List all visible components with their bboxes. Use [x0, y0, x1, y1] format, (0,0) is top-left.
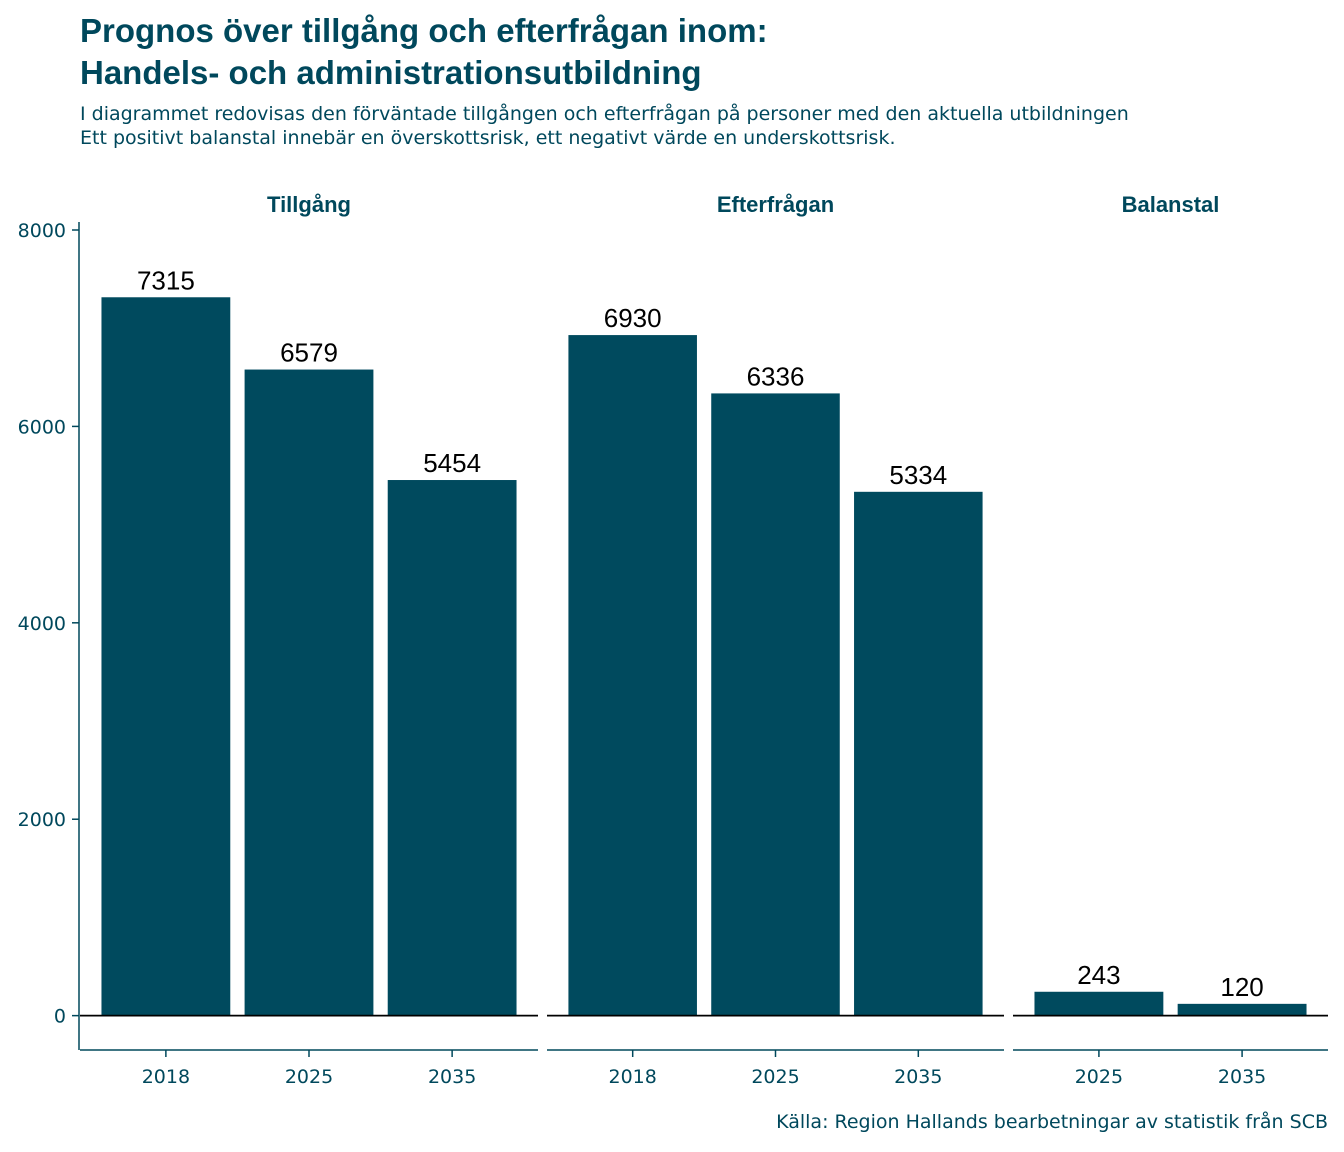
x-tick-label: 2025	[285, 1066, 333, 1088]
x-tick-label: 2018	[609, 1066, 657, 1088]
y-axis: 0 2000 4000 6000 8000	[18, 220, 80, 1050]
y-tick-label: 4000	[18, 613, 66, 635]
x-tick-label: 2025	[1075, 1066, 1123, 1088]
bar	[711, 393, 840, 1016]
chart-title: Prognos över tillgång och efterfrågan in…	[80, 10, 768, 94]
y-tick-label: 6000	[18, 416, 66, 438]
y-tick-label: 0	[54, 1006, 66, 1028]
bar	[854, 491, 983, 1016]
facet-title: Balanstal	[1122, 192, 1220, 217]
bar	[1034, 991, 1164, 1016]
bar	[387, 480, 517, 1016]
y-tick-label: 2000	[18, 809, 66, 831]
data-label: 5334	[889, 460, 947, 490]
facet-title: Efterfrågan	[717, 192, 834, 217]
data-label: 120	[1220, 972, 1263, 1002]
x-tick-label: 2035	[428, 1066, 476, 1088]
bar	[244, 369, 374, 1016]
data-label: 6930	[604, 303, 662, 333]
chart-subtitle-line-2: Ett positivt balanstal innebär en översk…	[80, 127, 896, 149]
y-tick-label: 8000	[18, 220, 66, 242]
data-label: 7315	[137, 265, 195, 295]
x-tick-label: 2025	[751, 1066, 799, 1088]
data-label: 5454	[423, 448, 481, 478]
chart-subtitle-line-1: I diagrammet redovisas den förväntade ti…	[80, 103, 1129, 125]
facet-1: Efterfrågan 6930 6336 5334 2018 2025 2035	[547, 192, 1004, 1088]
x-tick-label: 2035	[1218, 1066, 1266, 1088]
chart-title-line-1: Prognos över tillgång och efterfrågan in…	[80, 12, 768, 49]
facet-2: Balanstal 243 120 2025 2035	[1013, 192, 1328, 1088]
bar	[1177, 1003, 1307, 1016]
chart-caption: Källa: Region Hallands bearbetningar av …	[776, 1111, 1328, 1133]
facet-0: Tillgång 7315 6579 5454 2018 2025 2035	[80, 192, 538, 1088]
data-label: 6579	[280, 338, 338, 368]
facet-title: Tillgång	[267, 192, 351, 217]
x-tick-label: 2018	[142, 1066, 190, 1088]
x-tick-label: 2035	[894, 1066, 942, 1088]
chart-subtitle: I diagrammet redovisas den förväntade ti…	[80, 102, 1129, 150]
data-label: 6336	[747, 361, 805, 391]
bar	[568, 335, 697, 1016]
data-label: 243	[1077, 960, 1120, 990]
bar	[101, 297, 231, 1016]
chart-title-line-2: Handels- och administrationsutbildning	[80, 54, 702, 91]
